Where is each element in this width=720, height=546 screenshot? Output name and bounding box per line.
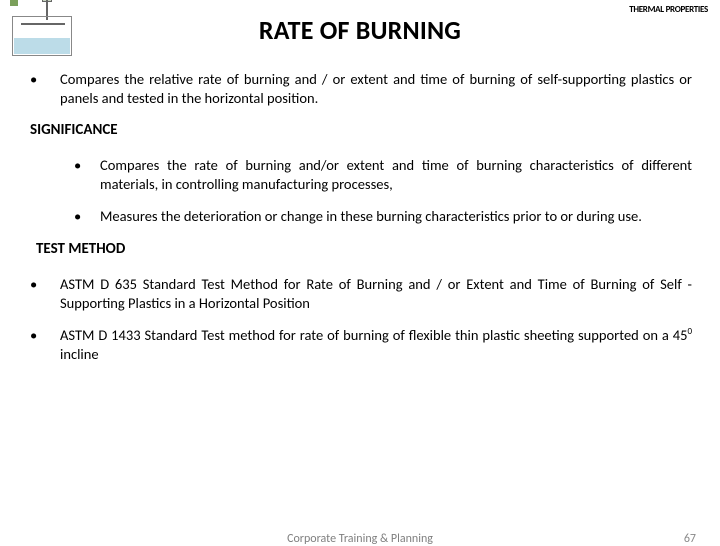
bullet-icon: • — [28, 326, 60, 363]
intro-row: • Compares the relative rate of burning … — [28, 70, 692, 107]
test-method-item-text: ASTM D 635 Standard Test Method for Rate… — [60, 275, 692, 312]
bullet-icon: • — [28, 70, 60, 107]
list-item: • ASTM D 1433 Standard Test method for r… — [28, 326, 692, 363]
significance-list: • Compares the rate of burning and/or ex… — [28, 156, 692, 226]
list-item: • Measures the deterioration or change i… — [56, 207, 692, 226]
page-number: 67 — [684, 532, 696, 546]
bullet-icon: • — [56, 156, 100, 193]
thermal-properties-logo: THERMAL PROPERTIES — [618, 4, 708, 22]
logo-text-b: PROPERTIES — [666, 4, 708, 15]
intro-text: Compares the relative rate of burning an… — [60, 70, 692, 107]
footer-text: Corporate Training & Planning — [0, 532, 720, 546]
test-method-item-text: ASTM D 1433 Standard Test method for rat… — [60, 326, 692, 363]
list-item: • Compares the rate of burning and/or ex… — [56, 156, 692, 193]
logo-text-a: THERMAL — [629, 4, 664, 15]
test-method-heading: TEST METHOD — [36, 240, 692, 259]
apparatus-icon — [12, 6, 78, 58]
significance-item-text: Compares the rate of burning and/or exte… — [100, 156, 692, 193]
bullet-icon: • — [56, 207, 100, 226]
header: RATE OF BURNING THERMAL PROPERTIES — [28, 8, 692, 70]
slide: RATE OF BURNING THERMAL PROPERTIES • Com… — [0, 0, 720, 540]
significance-item-text: Measures the deterioration or change in … — [100, 207, 692, 226]
text-part-b: incline — [60, 345, 99, 363]
superscript: 0 — [687, 326, 692, 337]
bullet-icon: • — [28, 275, 60, 312]
page-title: RATE OF BURNING — [28, 8, 692, 46]
text-part-a: ASTM D 1433 Standard Test method for rat… — [60, 326, 687, 344]
list-item: • ASTM D 635 Standard Test Method for Ra… — [28, 275, 692, 312]
content-body: • Compares the relative rate of burning … — [28, 70, 692, 363]
significance-heading: SIGNIFICANCE — [30, 121, 692, 140]
